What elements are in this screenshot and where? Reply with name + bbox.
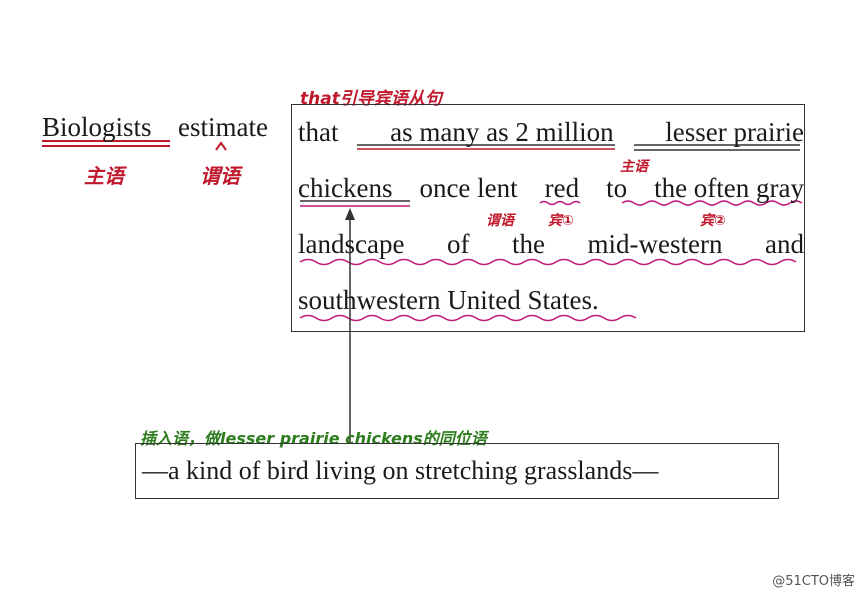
clause-word: that <box>298 117 339 147</box>
predicate-text: estimate <box>178 112 268 142</box>
object-clause-box: that as many as 2 million lesser prairie… <box>291 104 805 332</box>
clause-word: once lent <box>419 173 518 203</box>
object2-label: 宾② <box>700 213 726 229</box>
appositive-box: —a kind of bird living on stretching gra… <box>135 443 779 499</box>
clause-line-2: chickens once lent red to the often gray <box>298 173 804 203</box>
clause-word: to <box>606 173 628 203</box>
clause-word: mid-western <box>587 229 723 259</box>
predicate-label: 谓语 <box>200 164 240 188</box>
clause-word: the <box>511 229 545 259</box>
clause-word: the often gray <box>654 173 804 203</box>
clause-line-3: landscape of the mid-western and <box>298 229 804 259</box>
clause-word: red <box>544 173 580 203</box>
clause-subject-label: 主语 <box>620 159 648 175</box>
clause-word: lesser prairie <box>665 117 804 147</box>
clause-line-4: southwestern United States. <box>298 285 804 315</box>
appositive-text: —a kind of bird living on stretching gra… <box>142 456 659 485</box>
subject-text: Biologists <box>42 112 152 142</box>
subject-label: 主语 <box>84 164 124 188</box>
watermark: @51CTO博客 <box>772 574 855 589</box>
clause-word: as many as 2 million <box>390 117 614 147</box>
clause-predicate-label: 谓语 <box>486 213 514 229</box>
clause-word: chickens <box>298 173 393 203</box>
clause-word: southwestern United States. <box>298 285 599 315</box>
clause-line-1: that as many as 2 million lesser prairie <box>298 117 804 147</box>
clause-word: landscape <box>298 229 405 259</box>
clause-word: and <box>764 229 804 259</box>
clause-word: of <box>446 229 470 259</box>
object1-label: 宾① <box>548 213 574 229</box>
predicate-caret <box>215 141 227 151</box>
